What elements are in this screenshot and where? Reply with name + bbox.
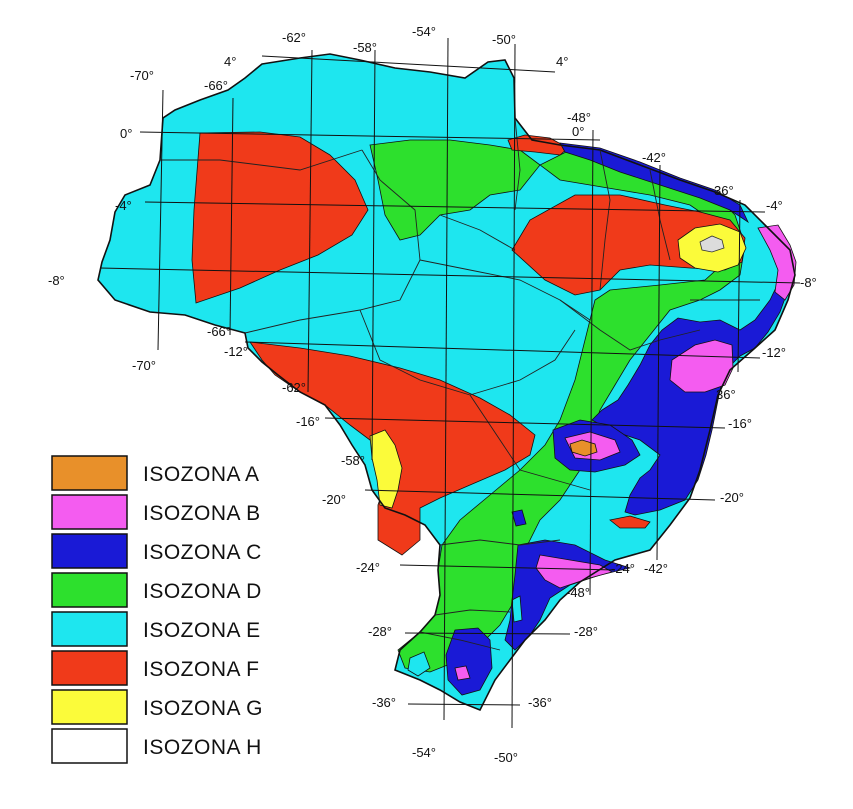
- coord-label: -48°: [566, 585, 590, 600]
- coord-label: -42°: [644, 561, 668, 576]
- legend-label-c: ISOZONA C: [143, 541, 262, 564]
- coord-label: -66°: [207, 324, 231, 339]
- coord-label: -58°: [353, 40, 377, 55]
- coord-label: -66°: [204, 78, 228, 93]
- zone-e-islet-2: [511, 595, 523, 623]
- zone-a-core: [569, 439, 598, 457]
- coord-label: -20°: [322, 492, 346, 507]
- legend-label-d: ISOZONA D: [143, 580, 262, 603]
- zone-e-islet-1: [407, 651, 431, 677]
- zone-h-region: [699, 235, 725, 253]
- coord-label: -62°: [282, 380, 306, 395]
- coord-label: -62°: [282, 30, 306, 45]
- coord-label: -42°: [642, 150, 666, 165]
- zone-f-small-1: [609, 515, 651, 529]
- coord-label: 4°: [224, 54, 236, 69]
- coord-label: -16°: [296, 414, 320, 429]
- coord-label: -28°: [368, 624, 392, 639]
- legend-swatch-b: [51, 494, 128, 530]
- legend-label-e: ISOZONA E: [143, 619, 261, 642]
- coord-label: -54°: [412, 745, 436, 760]
- legend-label-a: ISOZONA A: [143, 463, 260, 486]
- legend-swatch-g: [51, 689, 128, 725]
- coord-label: -24°: [611, 561, 635, 576]
- coord-label: 4°: [556, 54, 568, 69]
- coord-label: 36°: [716, 387, 736, 402]
- coord-label: -16°: [728, 416, 752, 431]
- coord-label: -58°: [341, 453, 365, 468]
- legend-label-b: ISOZONA B: [143, 502, 261, 525]
- coord-label: -54°: [412, 24, 436, 39]
- coord-label: -28°: [574, 624, 598, 639]
- legend-label-h: ISOZONA H: [143, 736, 262, 759]
- legend-label-g: ISOZONA G: [143, 697, 263, 720]
- zone-b-south-islet: [454, 665, 471, 681]
- coord-label: 0°: [572, 124, 584, 139]
- coord-label: -24°: [356, 560, 380, 575]
- coord-label: -70°: [130, 68, 154, 83]
- zone-b-bahia: [669, 339, 734, 393]
- coord-label: -36°: [528, 695, 552, 710]
- zone-d-north: [369, 139, 541, 241]
- coord-label: -4°: [115, 198, 132, 213]
- legend-swatch-e: [51, 611, 128, 647]
- coord-label: -20°: [720, 490, 744, 505]
- coord-label: -48°: [567, 110, 591, 125]
- legend-swatch-h: [51, 728, 128, 764]
- zone-f-amazon: [191, 131, 369, 304]
- coord-label: 36°: [714, 183, 734, 198]
- legend-label-f: ISOZONA F: [143, 658, 260, 681]
- legend-swatch-f: [51, 650, 128, 686]
- coord-label: -8°: [48, 273, 65, 288]
- legend-swatch-d: [51, 572, 128, 608]
- zone-c-east: [559, 142, 749, 224]
- legend-swatch-c: [51, 533, 128, 569]
- zone-g-pantanal: [369, 429, 403, 509]
- isozone-legend: ISOZONA A ISOZONA B ISOZONA C ISOZONA D ISOZ…: [51, 455, 263, 764]
- zone-d-east: [397, 149, 746, 673]
- coord-label: 0°: [120, 126, 132, 141]
- coord-label: -12°: [224, 344, 248, 359]
- coord-label: -8°: [800, 275, 817, 290]
- coord-label: -4°: [766, 198, 783, 213]
- coord-label: -50°: [494, 750, 518, 765]
- coord-label: -12°: [762, 345, 786, 360]
- coordinate-labels: -62° -54° -58° -50° 4° 4° -70° -66° -48°…: [48, 24, 817, 765]
- legend-swatch-a: [51, 455, 128, 491]
- coordinate-grid: [99, 37, 801, 729]
- coord-label: -36°: [372, 695, 396, 710]
- coord-label: -50°: [492, 32, 516, 47]
- coord-label: -70°: [132, 358, 156, 373]
- state-boundaries: [160, 117, 760, 651]
- zone-c-islet: [511, 509, 527, 527]
